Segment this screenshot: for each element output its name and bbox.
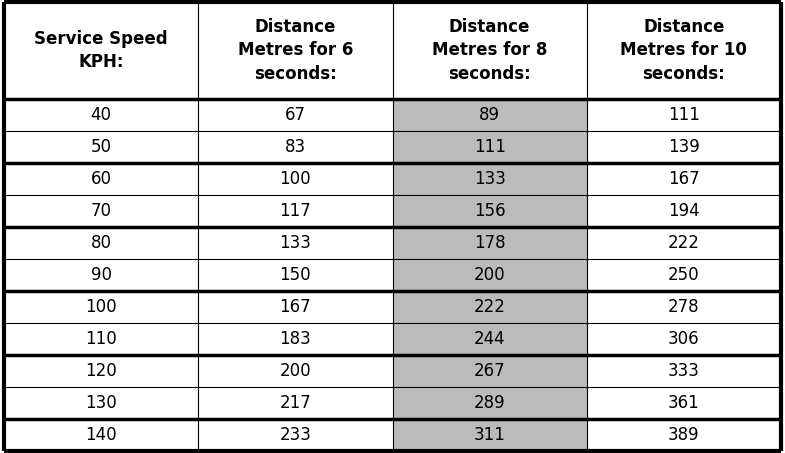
Bar — [4, 195, 198, 226]
Text: 311: 311 — [473, 426, 506, 444]
Text: 67: 67 — [285, 106, 306, 124]
Bar — [586, 387, 781, 419]
Bar — [392, 2, 586, 99]
Text: 289: 289 — [474, 394, 506, 412]
Text: 389: 389 — [668, 426, 699, 444]
Text: 83: 83 — [285, 138, 306, 156]
Bar — [586, 130, 781, 163]
Text: 222: 222 — [668, 234, 700, 252]
Text: 111: 111 — [668, 106, 700, 124]
Text: 250: 250 — [668, 266, 699, 284]
Text: 140: 140 — [86, 426, 117, 444]
Text: 100: 100 — [86, 298, 117, 316]
Text: 133: 133 — [279, 234, 312, 252]
Text: Distance
Metres for 8
seconds:: Distance Metres for 8 seconds: — [432, 18, 547, 83]
Text: 80: 80 — [90, 234, 111, 252]
Text: 156: 156 — [474, 202, 506, 220]
Text: 178: 178 — [474, 234, 506, 252]
Bar — [198, 99, 392, 130]
Text: 89: 89 — [479, 106, 500, 124]
Bar — [4, 355, 198, 387]
Bar — [4, 323, 198, 355]
Text: 183: 183 — [279, 330, 311, 348]
Text: 111: 111 — [473, 138, 506, 156]
Bar — [586, 2, 781, 99]
Bar — [586, 323, 781, 355]
Bar — [198, 259, 392, 291]
Text: 306: 306 — [668, 330, 699, 348]
Text: 60: 60 — [90, 170, 111, 188]
Bar — [198, 226, 392, 259]
Text: 361: 361 — [668, 394, 699, 412]
Bar — [4, 419, 198, 451]
Bar — [4, 259, 198, 291]
Text: 117: 117 — [279, 202, 311, 220]
Text: Distance
Metres for 6
seconds:: Distance Metres for 6 seconds: — [238, 18, 353, 83]
Bar — [4, 226, 198, 259]
Bar — [4, 291, 198, 323]
Bar — [586, 291, 781, 323]
Text: 278: 278 — [668, 298, 699, 316]
Bar — [392, 130, 586, 163]
Text: 333: 333 — [668, 362, 700, 380]
Text: 200: 200 — [279, 362, 311, 380]
Bar — [586, 195, 781, 226]
Text: 50: 50 — [90, 138, 111, 156]
Text: 194: 194 — [668, 202, 699, 220]
Bar — [392, 419, 586, 451]
Bar — [198, 195, 392, 226]
Text: 100: 100 — [279, 170, 311, 188]
Text: 167: 167 — [668, 170, 699, 188]
Text: 167: 167 — [279, 298, 311, 316]
Text: 70: 70 — [90, 202, 111, 220]
Bar — [586, 355, 781, 387]
Text: 244: 244 — [474, 330, 506, 348]
Bar — [4, 130, 198, 163]
Bar — [198, 419, 392, 451]
Text: 133: 133 — [473, 170, 506, 188]
Text: 150: 150 — [279, 266, 311, 284]
Text: 200: 200 — [474, 266, 506, 284]
Bar — [392, 387, 586, 419]
Bar — [392, 259, 586, 291]
Bar — [198, 323, 392, 355]
Bar — [198, 130, 392, 163]
Bar — [198, 163, 392, 195]
Bar — [4, 163, 198, 195]
Text: 233: 233 — [279, 426, 312, 444]
Bar — [392, 323, 586, 355]
Bar — [4, 2, 198, 99]
Text: 40: 40 — [90, 106, 111, 124]
Text: Service Speed
KPH:: Service Speed KPH: — [35, 30, 168, 71]
Text: 130: 130 — [86, 394, 117, 412]
Bar — [392, 291, 586, 323]
Text: 267: 267 — [474, 362, 506, 380]
Bar — [392, 355, 586, 387]
Bar — [392, 99, 586, 130]
Text: 217: 217 — [279, 394, 311, 412]
Bar — [198, 387, 392, 419]
Text: 110: 110 — [86, 330, 117, 348]
Text: 90: 90 — [90, 266, 111, 284]
Bar — [198, 355, 392, 387]
Text: Distance
Metres for 10
seconds:: Distance Metres for 10 seconds: — [620, 18, 747, 83]
Bar — [4, 387, 198, 419]
Bar — [586, 259, 781, 291]
Bar — [586, 419, 781, 451]
Text: 222: 222 — [473, 298, 506, 316]
Bar — [586, 226, 781, 259]
Bar — [392, 226, 586, 259]
Bar — [586, 163, 781, 195]
Bar — [198, 291, 392, 323]
Bar — [586, 99, 781, 130]
Bar — [392, 195, 586, 226]
Bar — [198, 2, 392, 99]
Bar — [392, 163, 586, 195]
Bar — [4, 99, 198, 130]
Text: 139: 139 — [668, 138, 699, 156]
Text: 120: 120 — [86, 362, 117, 380]
